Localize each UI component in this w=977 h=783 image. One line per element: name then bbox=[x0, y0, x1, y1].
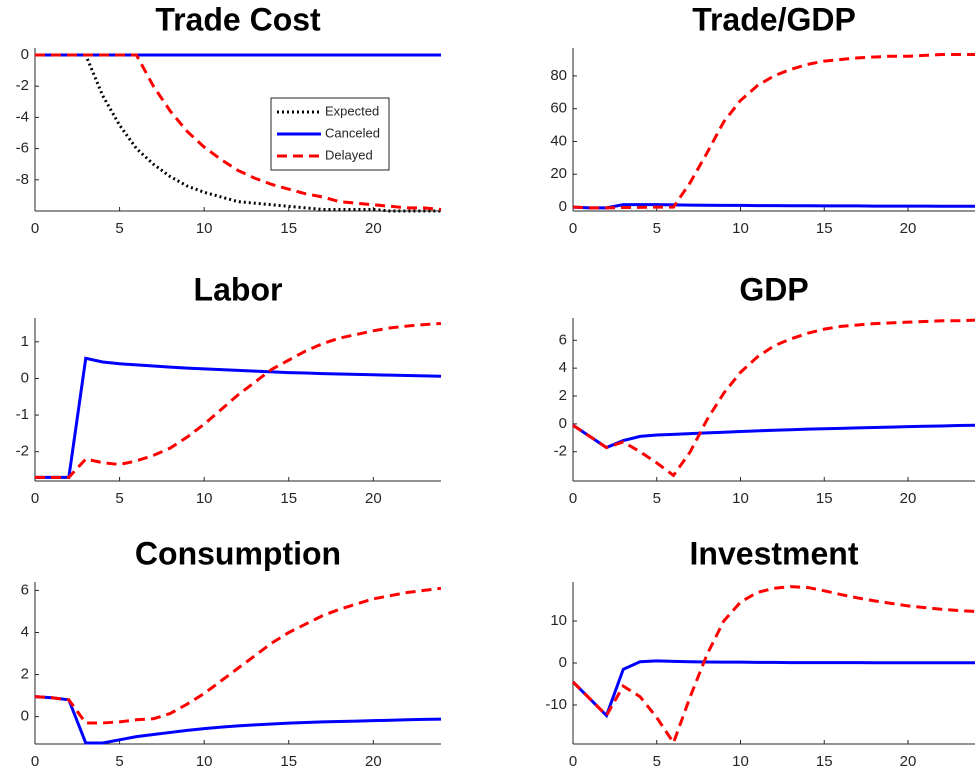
x-tick-label: 20 bbox=[900, 753, 917, 770]
x-tick-label: 15 bbox=[280, 490, 297, 507]
x-tick-label: 15 bbox=[280, 753, 297, 770]
panel-title: Trade Cost bbox=[155, 1, 321, 37]
series-line bbox=[35, 321, 442, 479]
y-tick-label: 2 bbox=[21, 666, 29, 683]
x-tick-label: 15 bbox=[816, 220, 833, 237]
legend-label: Expected bbox=[325, 103, 379, 118]
y-tick-label: -2 bbox=[554, 443, 567, 460]
panel-title: GDP bbox=[739, 271, 808, 307]
x-tick-label: 10 bbox=[196, 490, 213, 507]
y-tick-label: 4 bbox=[21, 623, 29, 640]
series-line bbox=[35, 53, 442, 211]
series-line bbox=[572, 203, 975, 210]
y-tick-label: -8 bbox=[16, 171, 29, 188]
series-line bbox=[572, 318, 976, 478]
panel: Trade Cost -8 -6 -4 -2 0 0 5 10 15 20 Expected Cance… bbox=[16, 1, 442, 237]
panel-title: Investment bbox=[690, 535, 859, 571]
x-tick-label: 0 bbox=[31, 753, 39, 770]
y-tick-label: 60 bbox=[550, 100, 567, 117]
y-tick-label: -6 bbox=[16, 140, 29, 157]
panel: Trade/GDP 0 20 40 60 80 0 5 10 15 20 bbox=[550, 1, 975, 237]
x-tick-label: 15 bbox=[816, 490, 833, 507]
x-tick-label: 0 bbox=[569, 220, 577, 237]
x-tick-label: 5 bbox=[653, 220, 661, 237]
y-tick-label: 1 bbox=[21, 333, 29, 350]
y-tick-label: 10 bbox=[550, 612, 567, 629]
panel: GDP -2 0 2 4 6 0 5 10 15 20 bbox=[554, 271, 976, 507]
y-tick-label: 0 bbox=[21, 369, 29, 386]
x-tick-label: 20 bbox=[365, 490, 382, 507]
series-line bbox=[34, 695, 442, 745]
x-tick-label: 10 bbox=[732, 490, 749, 507]
legend-box bbox=[270, 97, 390, 171]
panel-title: Trade/GDP bbox=[692, 1, 856, 37]
series-line bbox=[571, 659, 975, 719]
y-tick-label: -1 bbox=[16, 406, 29, 423]
y-tick-label: 40 bbox=[550, 132, 567, 149]
panel-title: Labor bbox=[194, 271, 283, 307]
legend-label: Delayed bbox=[325, 147, 373, 162]
panel-title: Consumption bbox=[135, 535, 341, 571]
x-tick-label: 20 bbox=[900, 490, 917, 507]
series-line bbox=[571, 585, 976, 747]
x-tick-label: 5 bbox=[653, 490, 661, 507]
x-tick-label: 5 bbox=[115, 490, 123, 507]
x-tick-label: 5 bbox=[115, 220, 123, 237]
y-tick-label: -2 bbox=[16, 77, 29, 94]
y-tick-label: -2 bbox=[16, 443, 29, 460]
x-tick-label: 10 bbox=[732, 220, 749, 237]
x-tick-label: 20 bbox=[365, 220, 382, 237]
x-tick-label: 20 bbox=[365, 753, 382, 770]
y-tick-label: 2 bbox=[559, 387, 567, 404]
series-line bbox=[34, 586, 442, 725]
y-tick-label: 6 bbox=[21, 581, 29, 598]
y-tick-label: 6 bbox=[559, 331, 567, 348]
x-tick-label: 0 bbox=[31, 490, 39, 507]
x-tick-label: 0 bbox=[569, 490, 577, 507]
y-tick-label: -4 bbox=[16, 108, 29, 125]
panel: Consumption 0 2 4 6 0 5 10 15 20 bbox=[21, 535, 442, 770]
series-line bbox=[35, 356, 442, 479]
x-tick-label: 15 bbox=[280, 220, 297, 237]
panel: Investment -10 0 10 0 5 10 15 20 bbox=[545, 535, 976, 770]
x-tick-label: 15 bbox=[816, 753, 833, 770]
y-tick-label: 80 bbox=[550, 67, 567, 84]
x-tick-label: 10 bbox=[196, 220, 213, 237]
legend-label: Canceled bbox=[325, 125, 380, 140]
x-tick-label: 20 bbox=[900, 220, 917, 237]
y-tick-label: 0 bbox=[559, 654, 567, 671]
series-line bbox=[572, 423, 976, 450]
x-tick-label: 10 bbox=[732, 753, 749, 770]
y-tick-label: -10 bbox=[545, 696, 567, 713]
x-tick-label: 5 bbox=[115, 753, 123, 770]
y-tick-label: 0 bbox=[559, 415, 567, 432]
y-tick-label: 4 bbox=[559, 359, 567, 376]
series-line bbox=[572, 53, 975, 210]
x-tick-label: 0 bbox=[31, 220, 39, 237]
y-tick-label: 0 bbox=[21, 708, 29, 725]
x-tick-label: 5 bbox=[653, 753, 661, 770]
x-tick-label: 10 bbox=[196, 753, 213, 770]
y-tick-label: 0 bbox=[21, 46, 29, 63]
y-tick-label: 0 bbox=[559, 198, 567, 215]
y-tick-label: 20 bbox=[550, 165, 567, 182]
x-tick-label: 0 bbox=[569, 753, 577, 770]
